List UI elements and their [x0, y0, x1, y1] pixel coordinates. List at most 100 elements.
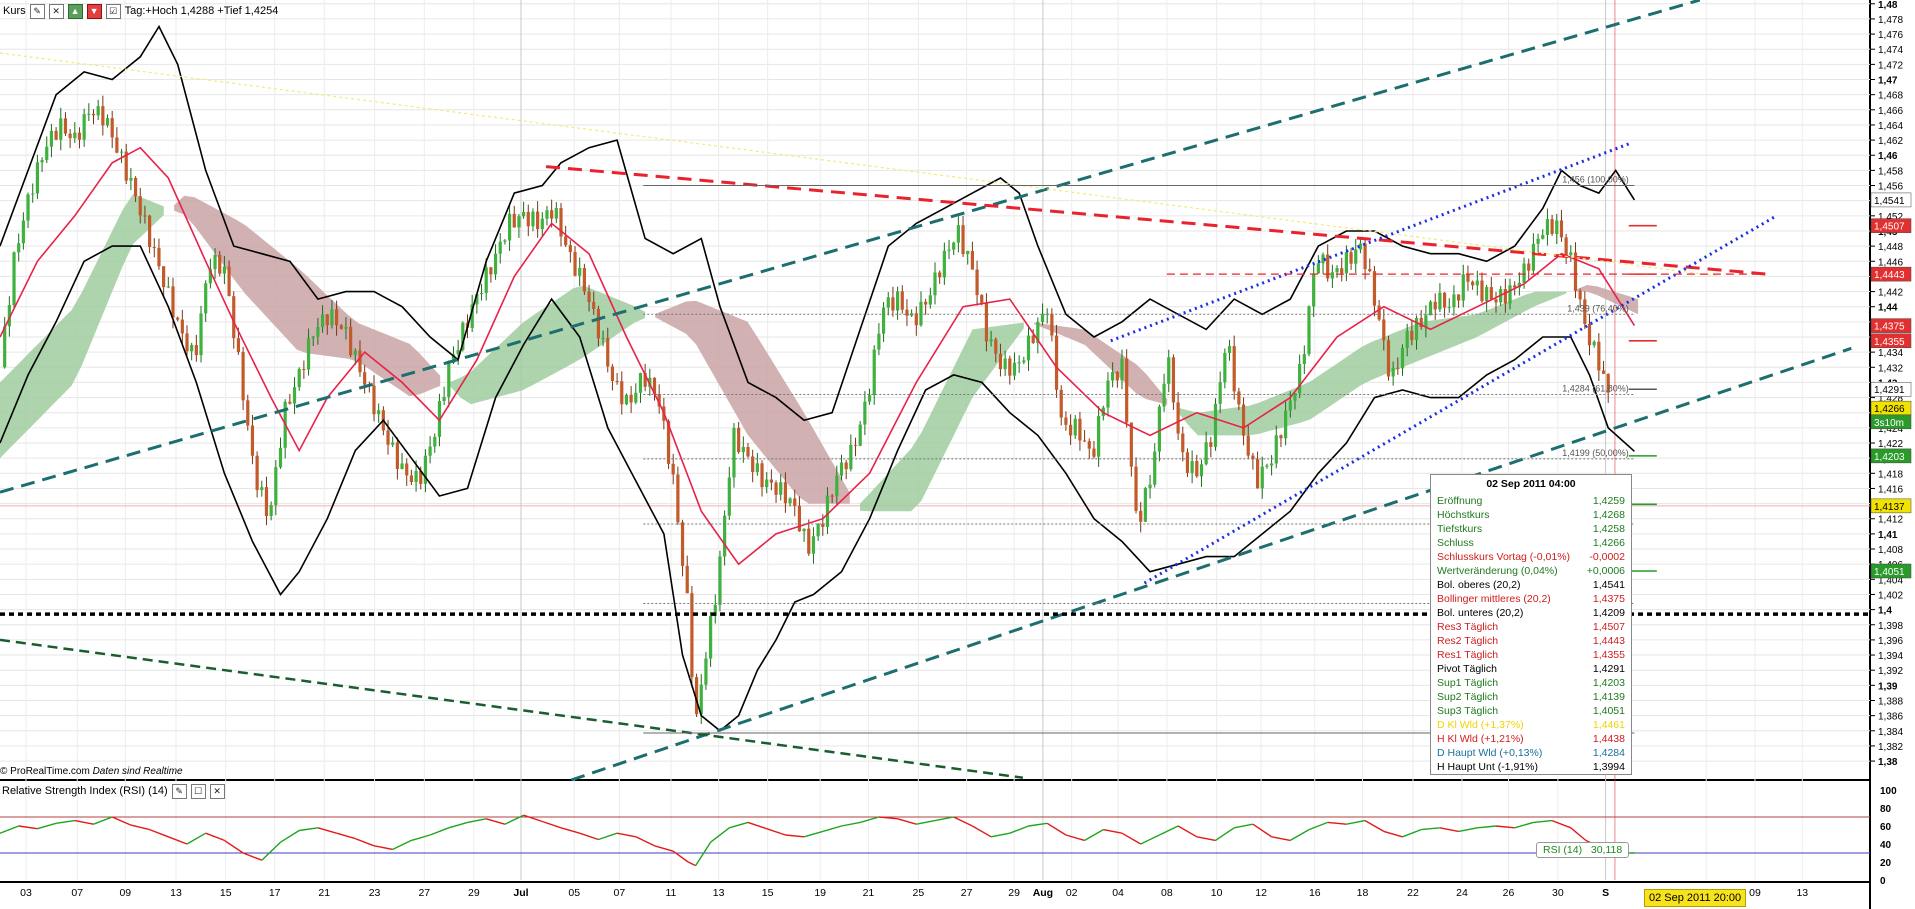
rsi-line — [55, 819, 75, 824]
candle-up — [1545, 219, 1550, 235]
candle-down — [349, 326, 353, 356]
candle-up — [129, 177, 133, 181]
tooltip-row-value: 1,4507 — [1592, 621, 1625, 633]
candle-up — [928, 295, 932, 305]
candle-down — [1550, 219, 1554, 234]
tooltip-row-label: Eröffnung — [1437, 495, 1483, 507]
rsi-line — [1402, 828, 1422, 838]
rsi-line — [373, 845, 393, 851]
wrench-icon[interactable]: ✎ — [171, 783, 187, 799]
candle-up — [755, 463, 759, 472]
tooltip-row-label: Höchstkurs — [1437, 509, 1490, 521]
candle-down — [255, 455, 259, 491]
candle-up — [1120, 358, 1124, 381]
rsi-line — [149, 828, 169, 838]
y-tick-label: 1,408 — [1878, 545, 1903, 556]
candle-down — [1564, 237, 1568, 256]
candle-down — [596, 309, 600, 339]
candle-down — [1349, 252, 1353, 264]
rsi-line — [205, 832, 225, 842]
candle-down — [606, 337, 610, 367]
candle-up — [811, 536, 816, 554]
up-arrow-icon[interactable]: ▲ — [67, 3, 83, 19]
candle-up — [503, 240, 507, 242]
rsi-line — [168, 836, 188, 845]
rsi-line — [560, 827, 580, 834]
candle-up — [779, 482, 783, 495]
x-tick-label: 02 — [1066, 887, 1078, 899]
candle-up — [1330, 272, 1334, 279]
x-tick-label: 13 — [713, 887, 725, 899]
checkbox-icon[interactable]: ☑ — [105, 3, 121, 19]
x-tick-label: 21 — [863, 887, 875, 899]
candle-up — [493, 253, 498, 275]
rsi-line — [355, 837, 375, 847]
candle-down — [1171, 357, 1176, 403]
candle-up — [863, 401, 867, 425]
candle-down — [1601, 370, 1606, 374]
rsi-line — [747, 821, 767, 830]
ichimoku-cloud-bull — [450, 285, 645, 405]
candle-down — [1363, 243, 1367, 270]
candle-up — [1270, 463, 1274, 466]
rsi-badge-value: 30,118 — [1590, 844, 1623, 856]
price-badge — [1870, 563, 1912, 579]
rsi-line — [523, 814, 543, 823]
brand-label: © ProRealTime.com — [0, 766, 90, 777]
candle-up — [802, 528, 806, 532]
rsi-line — [1065, 834, 1085, 842]
price-badge — [1870, 448, 1912, 464]
candle-down — [1083, 440, 1087, 442]
rsi-line — [1421, 827, 1440, 831]
candle-down — [559, 208, 563, 237]
candle-down — [512, 213, 516, 228]
candle-up — [208, 269, 212, 284]
candle-up — [31, 193, 35, 195]
rsi-line — [392, 839, 412, 851]
candle-up — [1284, 410, 1288, 439]
rsi-line — [1327, 821, 1347, 825]
x-tick-label: 26 — [1503, 887, 1515, 899]
candle-up — [1097, 416, 1101, 457]
instrument-name: Kurs — [3, 5, 26, 17]
candle-up — [479, 292, 484, 295]
candle-up — [433, 436, 437, 447]
candle-down — [657, 393, 661, 407]
candle-up — [456, 350, 460, 355]
rsi-line — [972, 825, 992, 838]
price-badge — [1870, 333, 1912, 349]
candle-up — [1391, 367, 1395, 377]
down-arrow-icon[interactable]: ▼ — [86, 3, 102, 19]
candle-down — [1372, 271, 1377, 306]
candle-down — [1251, 455, 1255, 460]
rsi-line — [672, 850, 689, 863]
candle-up — [1293, 393, 1297, 401]
candle-down — [180, 319, 184, 334]
candle-up — [260, 487, 264, 491]
candle-up — [1148, 484, 1152, 489]
close-icon[interactable]: ✕ — [48, 3, 64, 19]
candle-down — [101, 106, 105, 126]
candle-down — [587, 291, 591, 302]
wrench-icon[interactable]: ✎ — [29, 3, 45, 19]
candle-down — [853, 444, 858, 446]
candle-up — [12, 252, 16, 306]
x-tick-label: 05 — [568, 887, 580, 899]
y-tick-label: 1,412 — [1878, 515, 1903, 526]
x-tick-label: Jul — [513, 887, 528, 899]
candle-up — [839, 462, 844, 476]
candle-down — [924, 301, 928, 305]
x-tick-label: 29 — [1008, 887, 1020, 899]
price-badge — [1870, 381, 1912, 397]
checkbox-icon[interactable]: ☐ — [190, 783, 206, 799]
close-icon[interactable]: ✕ — [209, 783, 225, 799]
tooltip-row-label: D Haupt Wld (+0,13%) — [1437, 747, 1543, 759]
rsi-line — [897, 818, 917, 825]
candle-up — [1157, 406, 1161, 452]
rsi-line — [1533, 819, 1553, 824]
tooltip-row-label: Res2 Täglich — [1437, 635, 1499, 647]
candle-down — [1340, 268, 1344, 274]
y-tick-label: 1,422 — [1878, 439, 1903, 450]
candle-up — [507, 213, 512, 241]
price-badge-label: 1,4443 — [1874, 270, 1905, 281]
